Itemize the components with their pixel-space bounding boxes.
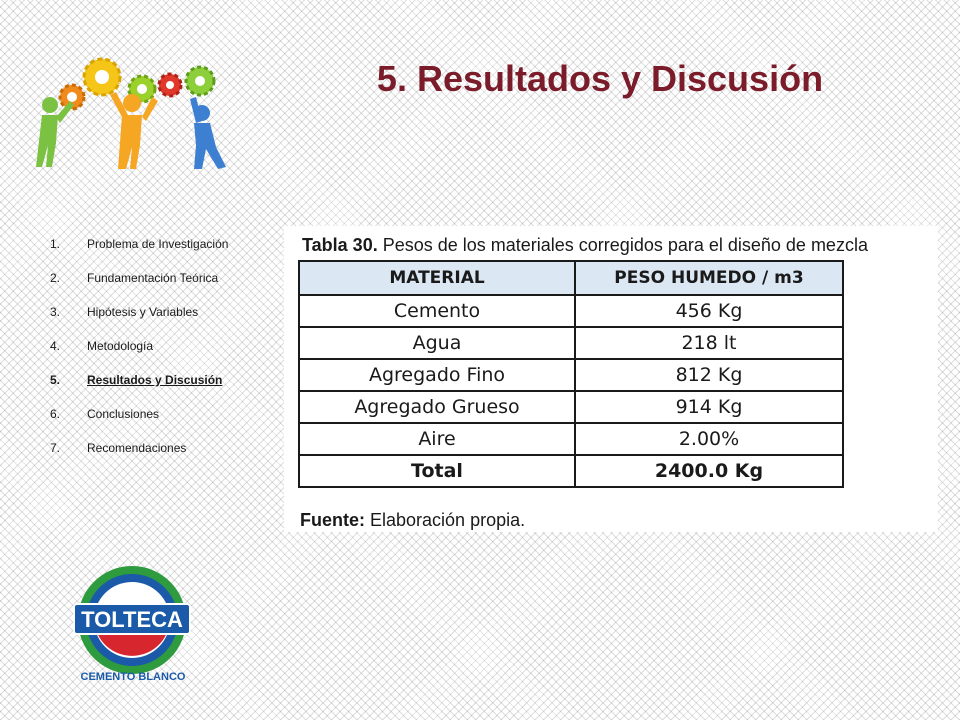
gear-icon xyxy=(82,57,122,97)
agenda-item-number: 3. xyxy=(50,305,61,319)
column-header-weight: PESO HUMEDO / m3 xyxy=(574,260,844,296)
weight-cell: 218 lt xyxy=(574,326,844,360)
material-cell: Agregado Fino xyxy=(298,358,576,392)
agenda-item: 3. Hipótesis y Variables xyxy=(50,304,230,321)
material-cell: Cemento xyxy=(298,294,576,328)
slide-title: 5. Resultados y Discusión xyxy=(376,58,824,99)
material-cell: Aire xyxy=(298,422,576,456)
table-row: Cemento 456 Kg xyxy=(298,294,844,328)
agenda-item-label: Metodología xyxy=(87,339,154,353)
table-row: Aire 2.00% xyxy=(298,422,844,456)
weight-cell: 812 Kg xyxy=(574,358,844,392)
table-row: Agregado Grueso 914 Kg xyxy=(298,390,844,424)
gear-icon xyxy=(58,83,86,111)
agenda-item: 7. Recomendaciones xyxy=(50,440,230,457)
tolteca-logo: TOLTECA xyxy=(73,566,191,674)
table-total-row: Total 2400.0 Kg xyxy=(298,454,844,488)
gear-icon xyxy=(157,72,183,98)
person-figure-blue xyxy=(190,97,226,169)
agenda-item: 6. Conclusiones xyxy=(50,406,230,423)
agenda-item: 1. Problema de Investigación xyxy=(50,236,230,253)
agenda-item-label: Recomendaciones xyxy=(87,441,187,455)
column-header-material: MATERIAL xyxy=(298,260,576,296)
table-caption-number: Tabla 30. xyxy=(302,235,378,255)
agenda-item-number: 5. xyxy=(50,373,61,387)
agenda-item-number: 6. xyxy=(50,407,61,421)
agenda-item-number: 7. xyxy=(50,441,61,455)
total-value-cell: 2400.0 Kg xyxy=(574,454,844,488)
table-source: Fuente: Elaboración propia. xyxy=(300,510,525,531)
agenda-item-label: Conclusiones xyxy=(87,407,160,421)
table-source-text: Elaboración propia. xyxy=(365,510,526,530)
table-caption-text: Pesos de los materiales corregidos para … xyxy=(377,235,868,255)
agenda-item-label: Problema de Investigación xyxy=(87,237,229,251)
gears-people-illustration xyxy=(36,57,226,169)
agenda-item: 4. Metodología xyxy=(50,338,230,355)
agenda-item-active[interactable]: 5. Resultados y Discusión xyxy=(50,372,230,389)
agenda-item-label: Fundamentación Teórica xyxy=(87,271,219,285)
table-row: Agua 218 lt xyxy=(298,326,844,360)
material-cell: Agua xyxy=(298,326,576,360)
person-figure-orange xyxy=(110,92,158,169)
agenda-item-number: 1. xyxy=(50,237,61,251)
table-header-row: MATERIAL PESO HUMEDO / m3 xyxy=(298,260,844,296)
weight-cell: 456 Kg xyxy=(574,294,844,328)
agenda-item-label[interactable]: Resultados y Discusión xyxy=(87,373,223,387)
weight-cell: 2.00% xyxy=(574,422,844,456)
logo-brand-text: TOLTECA xyxy=(81,607,183,632)
gear-icon xyxy=(184,65,216,97)
agenda-item: 2. Fundamentación Teórica xyxy=(50,270,230,287)
total-label-cell: Total xyxy=(298,454,576,488)
weight-cell: 914 Kg xyxy=(574,390,844,424)
table-source-label: Fuente: xyxy=(300,510,365,530)
person-figure-green xyxy=(36,97,74,167)
logo-tagline: CEMENTO BLANCO xyxy=(80,671,186,683)
table-caption: Tabla 30. Pesos de los materiales correg… xyxy=(302,235,868,256)
table-row: Agregado Fino 812 Kg xyxy=(298,358,844,392)
agenda-item-number: 2. xyxy=(50,271,61,285)
materials-table-panel: Tabla 30. Pesos de los materiales correg… xyxy=(284,226,938,532)
agenda-item-number: 4. xyxy=(50,339,61,353)
material-cell: Agregado Grueso xyxy=(298,390,576,424)
agenda-list: 1. Problema de Investigación 2. Fundamen… xyxy=(50,236,230,474)
materials-table: MATERIAL PESO HUMEDO / m3 Cemento 456 Kg… xyxy=(298,260,844,488)
agenda-item-label: Hipótesis y Variables xyxy=(87,305,199,319)
